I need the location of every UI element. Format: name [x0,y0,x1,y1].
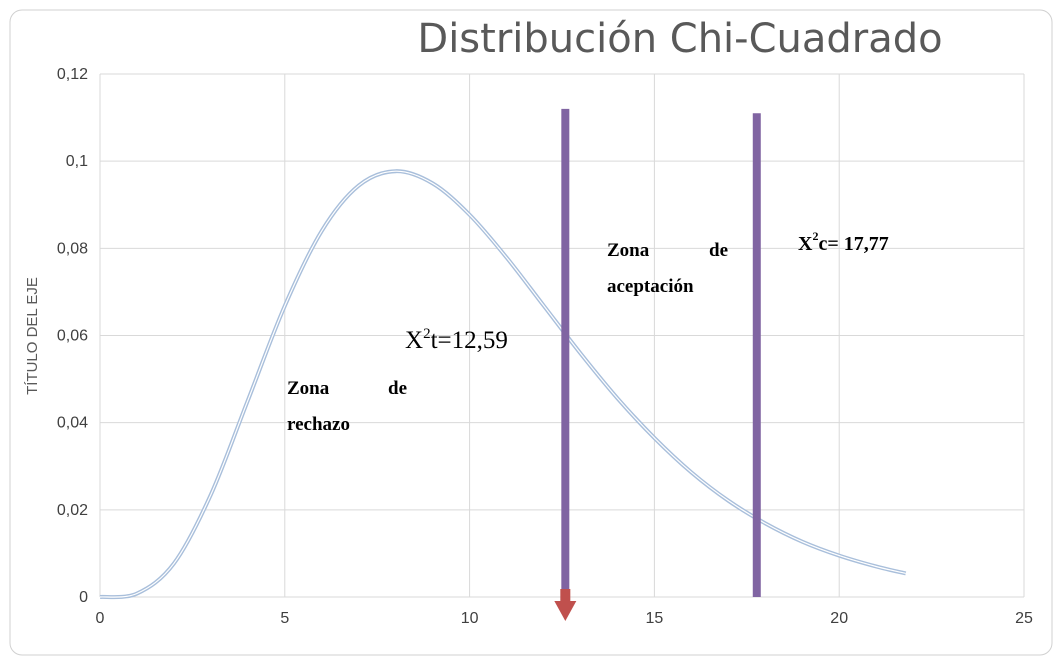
y-tick-label: 0,06 [57,328,88,345]
zone-label: rechazo [287,414,350,435]
zone-label: de [388,378,407,399]
stat-rest: c= 17,77 [818,233,888,255]
y-tick-label: 0,04 [57,415,88,432]
y-axis-label: TÍTULO DEL EJE [24,277,41,395]
zone-label: aceptación [607,276,694,297]
x-tick-label: 0 [96,610,105,627]
x-tick-label: 20 [830,610,848,627]
arrow-shaft [560,589,571,601]
x-tick-label: 25 [1015,610,1033,627]
series-line-inner [99,170,906,598]
x-tick-label: 10 [461,610,479,627]
arrow-head [554,601,577,621]
chart-border [9,9,1053,656]
x-tick-label: 5 [280,610,289,627]
y-tick-label: 0,08 [57,240,88,257]
stat-label: X2c= 17,77 [798,229,889,255]
zone-label: Zona [287,378,330,399]
zone-label: de [709,240,728,261]
y-tick-label: 0,1 [66,153,88,170]
x-tick-label: 15 [646,610,664,627]
stat-sup: 2 [423,326,431,342]
stat-rest: t=12,59 [431,327,508,354]
y-tick-label: 0 [79,589,88,606]
zone-label: Zona [607,240,650,261]
stat-label: X2t=12,59 [405,326,508,354]
y-tick-label: 0,02 [57,502,88,519]
stat-base: X [798,233,813,255]
stat-base: X [405,327,423,354]
chart-title: Distribución Chi-Cuadrado [417,16,942,62]
y-tick-label: 0,12 [57,66,88,83]
stat-sup: 2 [812,229,818,243]
